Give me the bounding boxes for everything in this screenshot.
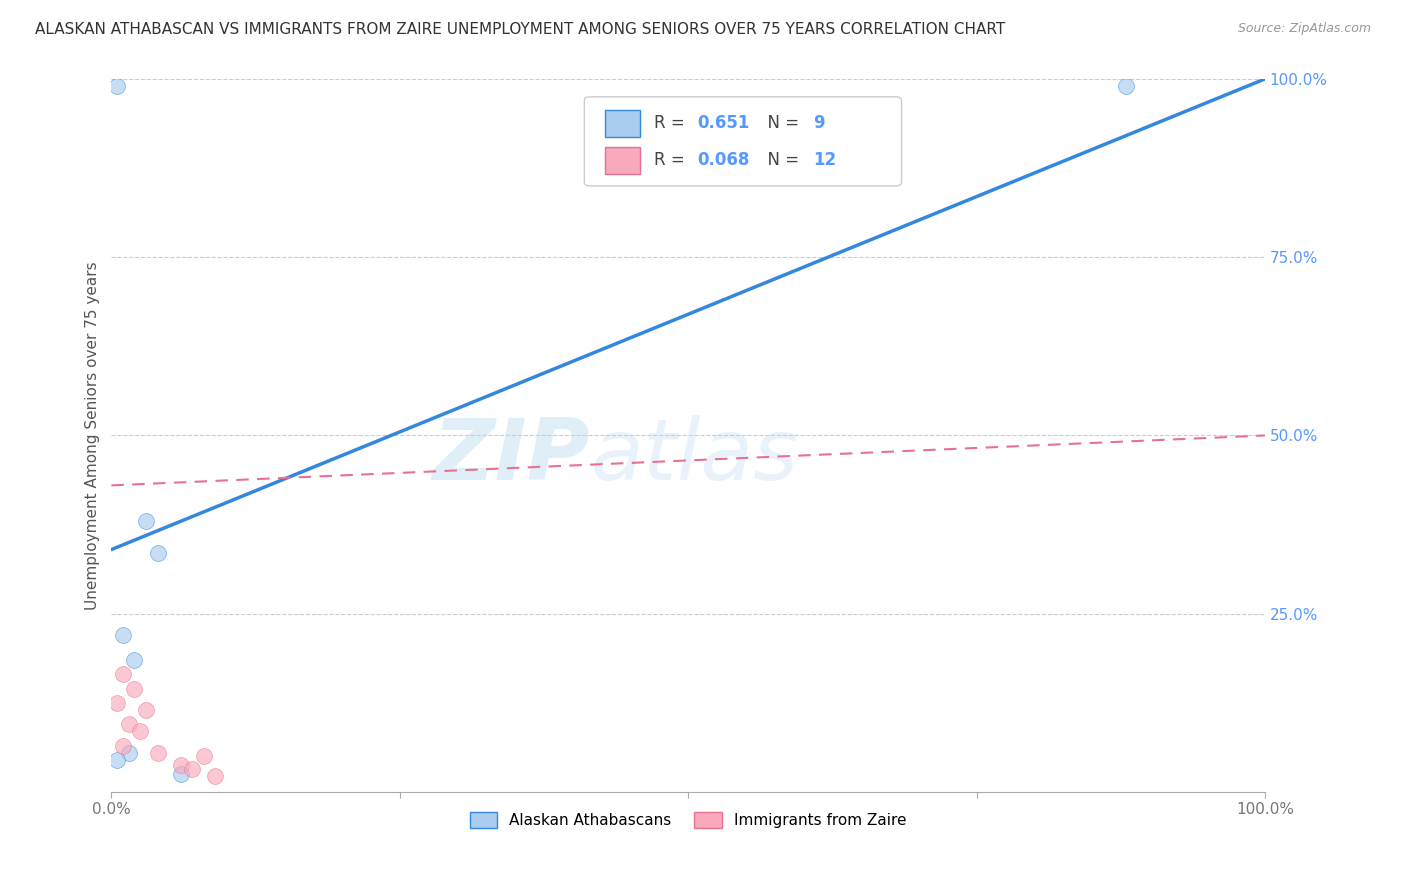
Text: Source: ZipAtlas.com: Source: ZipAtlas.com: [1237, 22, 1371, 36]
Point: [193, 749, 215, 764]
Text: 12: 12: [813, 152, 835, 169]
Point: [135, 703, 157, 717]
Point: [124, 653, 146, 667]
Point: [118, 717, 141, 731]
Point: [124, 681, 146, 696]
Point: [1115, 79, 1137, 94]
Point: [118, 746, 141, 760]
Text: 9: 9: [813, 114, 824, 132]
Point: [135, 514, 157, 528]
Point: [111, 667, 134, 681]
Point: [146, 546, 169, 560]
Text: ALASKAN ATHABASCAN VS IMMIGRANTS FROM ZAIRE UNEMPLOYMENT AMONG SENIORS OVER 75 Y: ALASKAN ATHABASCAN VS IMMIGRANTS FROM ZA…: [35, 22, 1005, 37]
Point: [146, 746, 169, 760]
Point: [181, 762, 204, 776]
Text: atlas: atlas: [591, 416, 799, 499]
Point: [105, 79, 128, 94]
Y-axis label: Unemployment Among Seniors over 75 years: Unemployment Among Seniors over 75 years: [86, 261, 100, 610]
Point: [169, 757, 191, 772]
Point: [111, 628, 134, 642]
Text: 0.068: 0.068: [697, 152, 749, 169]
FancyBboxPatch shape: [605, 146, 640, 174]
Point: [111, 739, 134, 753]
Text: N =: N =: [758, 152, 804, 169]
Text: N =: N =: [758, 114, 804, 132]
Text: R =: R =: [654, 152, 689, 169]
Point: [105, 696, 128, 710]
Point: [105, 753, 128, 767]
FancyBboxPatch shape: [585, 97, 901, 186]
FancyBboxPatch shape: [605, 110, 640, 136]
Text: 0.651: 0.651: [697, 114, 749, 132]
Point: [129, 724, 152, 739]
Point: [204, 769, 226, 783]
Legend: Alaskan Athabascans, Immigrants from Zaire: Alaskan Athabascans, Immigrants from Zai…: [464, 806, 912, 834]
Text: R =: R =: [654, 114, 689, 132]
Text: ZIP: ZIP: [433, 416, 591, 499]
Point: [169, 767, 191, 781]
